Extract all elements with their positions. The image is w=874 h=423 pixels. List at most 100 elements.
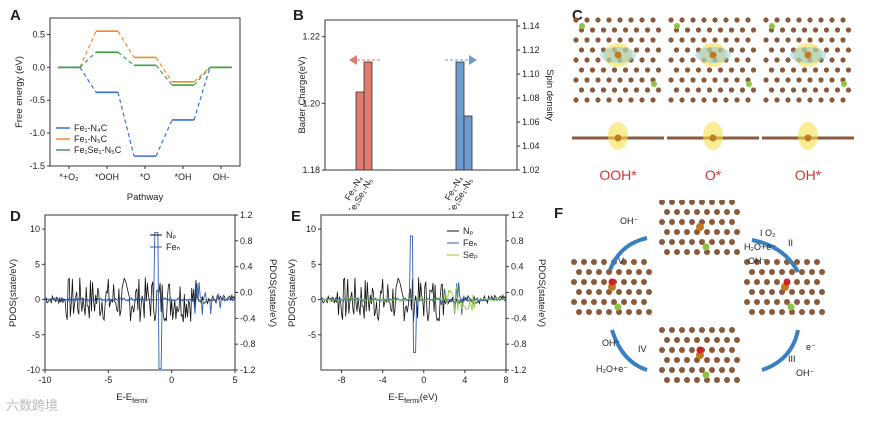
y-tick-label: 5 <box>311 259 316 269</box>
carbon-atom <box>659 239 665 245</box>
carbon-atom <box>717 27 724 33</box>
carbon-atom <box>631 279 637 285</box>
x-ticks: -8 -4 0 4 8 <box>338 370 509 385</box>
carbon-atom <box>764 299 770 305</box>
carbon-atom <box>621 279 627 285</box>
carbon-atom <box>734 209 740 215</box>
carbon-atom <box>706 27 713 33</box>
energy-connector <box>155 57 173 83</box>
carbon-atom <box>690 17 696 23</box>
carbon-atom <box>689 239 695 245</box>
carbon-atom <box>606 97 612 103</box>
reaction-intermediates <box>571 199 825 383</box>
carbon-atom <box>745 37 751 43</box>
x-ticks: -10 -5 0 5 <box>38 370 238 385</box>
carbon-atom <box>704 249 710 255</box>
legend-entry: Fe₁-N₄C <box>74 123 108 133</box>
se-atom <box>674 23 680 29</box>
step-label: V <box>618 256 624 266</box>
y-tick-label: -0.8 <box>240 339 256 349</box>
carbon-atom <box>749 309 755 315</box>
left-y-label: PDOS(state/eV) <box>8 259 19 327</box>
y-tick-label: 1.06 <box>522 117 540 127</box>
carbon-atom <box>578 67 585 73</box>
energy-connector <box>117 51 135 66</box>
carbon-atom <box>729 367 735 373</box>
x-tick-label: -4 <box>379 375 387 385</box>
carbon-atom <box>719 367 725 373</box>
x-tick-label: *OOH <box>95 172 119 182</box>
y-tick-label: -0.5 <box>29 95 45 105</box>
carbon-atom <box>679 57 685 63</box>
carbon-atom <box>622 27 629 33</box>
carbon-atom <box>589 27 596 33</box>
carbon-atom <box>650 37 656 43</box>
carbon-atom <box>819 289 825 295</box>
carbon-atom <box>600 87 607 93</box>
carbon-atom <box>739 87 746 93</box>
carbon-atom <box>729 327 735 333</box>
carbon-atom <box>704 357 710 363</box>
carbon-atom <box>611 299 617 305</box>
carbon-atom <box>779 27 786 33</box>
carbon-atom <box>622 87 629 93</box>
carbon-atom <box>774 37 780 43</box>
carbon-atom <box>729 219 735 225</box>
y-tick-label: 1.14 <box>522 21 540 31</box>
carbon-atom <box>719 199 725 205</box>
carbon-atom <box>659 219 665 225</box>
carbon-atom <box>617 17 623 23</box>
carbon-atom <box>796 17 802 23</box>
axes-frame <box>44 214 236 371</box>
arrow-step-ii <box>751 238 800 273</box>
carbon-atom <box>679 219 685 225</box>
panel-b-bader-charge: B 1.22 1.20 1.18 1.14 1.12 1.10 1.08 1.06 1.04 1… <box>285 0 560 216</box>
carbon-atom <box>690 57 696 63</box>
carbon-atom <box>712 37 718 43</box>
y-tick-label: 1.10 <box>522 69 540 79</box>
carbon-atom <box>823 87 830 93</box>
carbon-atom <box>589 67 596 73</box>
carbon-atom <box>774 279 780 285</box>
energy-connector <box>155 64 173 86</box>
carbon-atom <box>659 327 665 333</box>
energy-profiles <box>58 30 232 157</box>
carbon-atom <box>669 347 675 353</box>
carbon-atom <box>807 17 813 23</box>
x-tick-label: 0 <box>169 375 174 385</box>
x-tick-label: OH- <box>213 172 230 182</box>
carbon-atom <box>723 37 729 43</box>
carbon-atom <box>745 97 751 103</box>
arrow-step-v <box>608 236 648 271</box>
fe-atom <box>709 134 717 142</box>
arrow-step-iii <box>761 329 800 372</box>
legend-np: Nₚ <box>463 226 473 236</box>
x-axis-label: E-Efermi <box>116 392 148 405</box>
carbon-atom <box>734 357 740 363</box>
carbon-atom <box>668 97 674 103</box>
carbon-atom <box>573 17 579 23</box>
carbon-atom <box>633 27 640 33</box>
carbon-atom <box>734 37 740 43</box>
carbon-atom <box>679 97 685 103</box>
carbon-atom <box>694 337 700 343</box>
y-tick-label: 10 <box>30 224 40 234</box>
carbon-atom <box>779 67 786 73</box>
carbon-atom <box>717 87 724 93</box>
carbon-atom <box>739 27 746 33</box>
y-tick-label: 0.0 <box>511 288 524 298</box>
fe-atom <box>804 51 812 59</box>
carbon-atom <box>699 367 705 373</box>
carbon-atom <box>790 27 797 33</box>
carbon-atom <box>646 289 652 295</box>
carbon-atom <box>584 37 590 43</box>
carbon-atom <box>814 259 820 265</box>
carbon-atom <box>606 77 612 83</box>
carbon-atom <box>589 87 596 93</box>
carbon-atom <box>840 97 846 103</box>
carbon-atom <box>694 377 700 383</box>
carbon-atom <box>704 229 710 235</box>
se-atom <box>787 303 795 311</box>
carbon-atom <box>714 357 720 363</box>
carbon-atom <box>606 309 612 315</box>
